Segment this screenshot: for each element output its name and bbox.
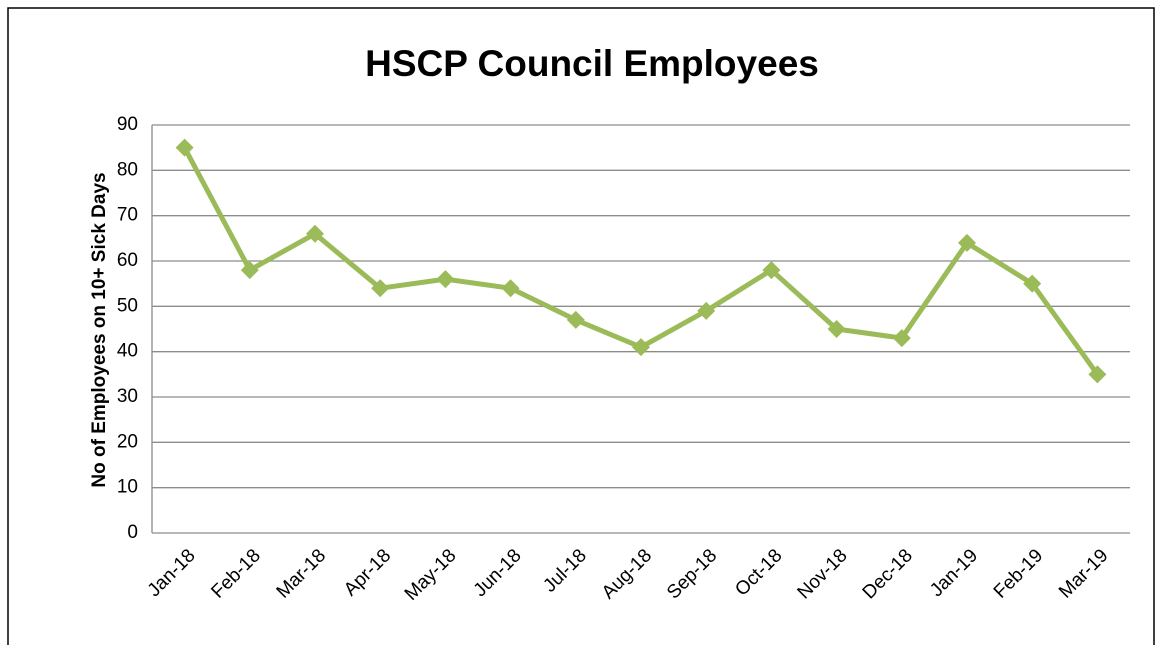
marker [1023,274,1042,293]
marker [892,329,911,348]
y-axis-label: No of Employees on 10+ Sick Days [89,172,110,487]
x-tick-label: Apr-18 [340,545,395,600]
marker [501,279,520,298]
marker [306,224,324,243]
x-tick-label: Dec-18 [859,545,917,603]
x-tick-label: Feb-18 [207,545,264,602]
y-tick-label: 0 [127,522,138,543]
marker [371,279,390,298]
y-tick-label: 50 [117,295,138,316]
x-tick-label: Oct-18 [731,545,786,600]
marker [175,138,194,157]
x-tick-label: Feb-19 [990,545,1047,602]
marker [1088,365,1107,384]
x-tick-label: Sep-18 [663,545,721,603]
marker [958,233,976,252]
marker [436,270,455,289]
y-tick-label: 10 [117,477,138,498]
x-tick-label: Jul-18 [539,545,590,596]
y-tick-label: 30 [117,386,138,407]
y-tick-label: 80 [117,159,138,180]
x-tick-label: Jun-18 [470,545,526,601]
y-tick-label: 90 [117,114,138,135]
marker [240,261,259,280]
chart-border [7,7,1155,645]
marker [632,338,650,357]
marker [697,301,716,320]
y-tick-label: 20 [117,431,138,452]
x-tick-label: Mar-18 [273,545,330,602]
marker [762,261,781,280]
x-tick-label: Jan-18 [144,545,200,601]
x-tick-label: Mar-19 [1055,545,1112,602]
y-tick-label: 70 [117,205,138,226]
chart-title: HSCP Council Employees [365,43,819,84]
y-tick-label: 40 [117,341,138,362]
y-tick-label: 60 [117,250,138,271]
x-tick-label: Nov-18 [794,545,852,603]
x-tick-label: May-18 [401,545,461,605]
marker [566,310,585,329]
x-tick-label: Jan-19 [926,545,982,601]
marker [827,320,846,338]
x-tick-label: Aug-18 [598,545,656,603]
